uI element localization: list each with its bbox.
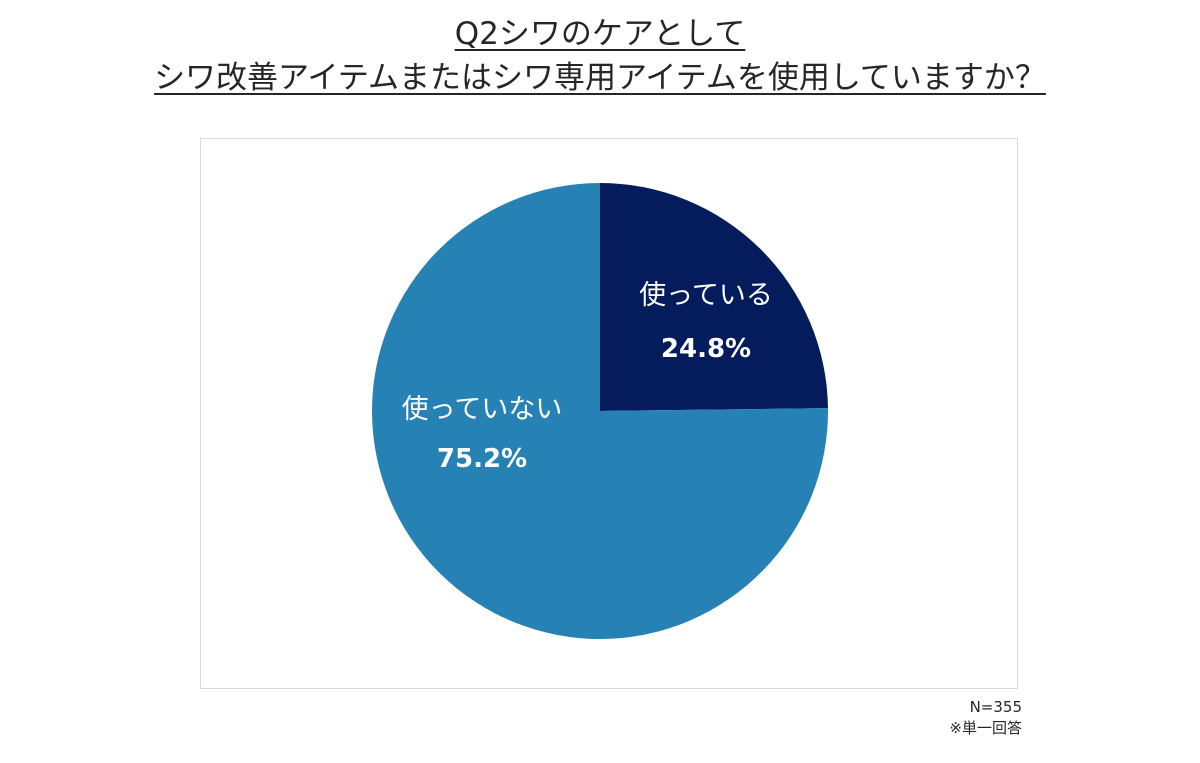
slice-value-using: 24.8%	[661, 334, 751, 364]
chart-title-line-1: Q2シワのケアとして	[454, 16, 746, 52]
sample-size: N=355	[969, 698, 1022, 716]
pie-slice-not-using	[372, 183, 828, 639]
chart-title: Q2シワのケアとして シワ改善アイテムまたはシワ専用アイテムを使用していますか？	[0, 14, 1200, 102]
chart-title-line-2: シワ改善アイテムまたはシワ専用アイテムを使用していますか？	[154, 60, 1046, 96]
answer-type-note: ※単一回答	[949, 719, 1022, 737]
pie-slice-using	[600, 183, 828, 411]
slice-label-using: 使っている	[639, 280, 773, 311]
slice-label-not-using: 使っていない	[402, 394, 563, 425]
slice-value-not-using: 75.2%	[437, 444, 527, 474]
